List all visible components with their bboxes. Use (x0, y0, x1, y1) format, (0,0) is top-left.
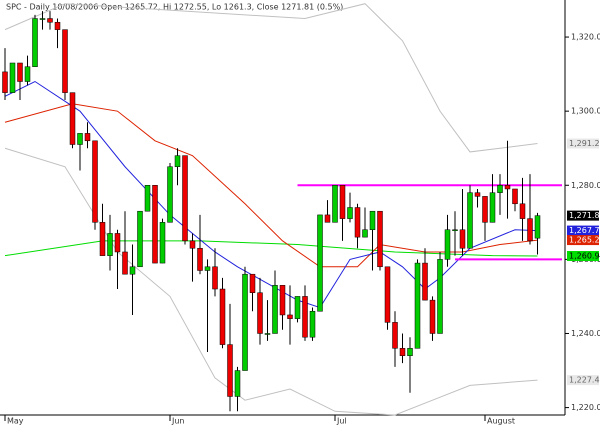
y-tick-label: 1,320.00 (571, 33, 600, 42)
candle-body (317, 214, 323, 312)
candle-body (452, 229, 458, 231)
price-label-box (567, 375, 599, 386)
candle-body (279, 285, 286, 316)
price-label: 1,271.81 (569, 211, 600, 220)
candle-body (17, 62, 23, 82)
y-tick-label: 1,220.00 (571, 403, 600, 412)
candle-body (114, 233, 121, 253)
candle-body (122, 251, 128, 275)
y-tick-label: 1,300.00 (571, 107, 600, 116)
candle-body (377, 210, 383, 268)
candle-body (414, 262, 421, 349)
y-tick-label: 1,280.00 (571, 181, 600, 190)
candle-body (264, 333, 271, 335)
candle-body (369, 210, 376, 230)
candle-body (107, 233, 113, 256)
candle-body (219, 288, 226, 345)
indicator-line (4, 3, 538, 153)
candle-body (129, 266, 136, 275)
candle-body (32, 18, 38, 67)
x-tick-label: Jul (336, 417, 347, 426)
candle-body (444, 229, 451, 260)
x-tick-label: May (7, 417, 24, 426)
candle-body (212, 266, 218, 290)
candle-body (84, 133, 91, 142)
candle-body (39, 18, 46, 20)
candle-body (92, 140, 98, 223)
y-tick-label: 1,240.00 (571, 329, 600, 338)
candle-body (189, 240, 196, 249)
price-label-box (567, 251, 599, 262)
candle-body (354, 207, 361, 238)
candle-body (384, 266, 391, 323)
candle-body (497, 185, 503, 193)
candle-body (527, 218, 533, 242)
candle-body (302, 296, 308, 338)
price-label: 1,227.42 (569, 376, 600, 385)
chart-title: SPC - Daily 10/08/2006 Open 1265.72, Hi … (6, 3, 343, 12)
candle-body (332, 185, 338, 223)
candle-body (47, 18, 53, 23)
candle-body (174, 155, 181, 167)
candle-body (489, 192, 496, 223)
candle-body (227, 344, 233, 397)
candle-body (144, 185, 151, 212)
candle-body (512, 188, 518, 205)
candle-body (62, 29, 68, 93)
candle-body (429, 299, 436, 334)
candle-body (504, 185, 511, 190)
candle-body (234, 370, 241, 397)
candle-body (459, 229, 466, 249)
candle-body (24, 66, 31, 82)
candle-body (249, 273, 256, 293)
candle-body (159, 222, 166, 264)
price-label-box (567, 235, 599, 246)
candle-body (482, 196, 488, 223)
candle-body (362, 229, 368, 238)
candle-body (474, 192, 481, 197)
candle-body (204, 266, 211, 271)
candle-body (77, 133, 83, 145)
candle-body (392, 322, 398, 349)
candle-body (534, 215, 541, 239)
candle-body (294, 296, 301, 319)
price-label: 1,291.27 (569, 139, 600, 148)
price-label-box (567, 225, 599, 236)
candle-body (9, 62, 16, 93)
candle-body (182, 155, 188, 242)
candle-body (324, 214, 331, 223)
candle-body (2, 71, 8, 93)
candle-body (167, 166, 173, 223)
candle-body (242, 273, 248, 371)
candle-body (467, 192, 473, 249)
candle-body (197, 248, 203, 271)
candle-body (257, 292, 263, 334)
candle-body (152, 185, 158, 264)
indicator-line (4, 103, 538, 268)
candle-body (339, 185, 346, 219)
price-label: 1,265.21 (569, 236, 600, 245)
candle-body (309, 311, 316, 338)
candle-body (287, 314, 293, 319)
candle-body (422, 262, 428, 301)
price-label-box (567, 210, 599, 221)
candle-body (437, 259, 443, 334)
candle-body (407, 348, 413, 356)
price-label: 1,267.77 (569, 226, 600, 235)
x-tick-label: August (487, 417, 515, 426)
x-tick-label: Jun (171, 417, 185, 426)
candle-body (54, 21, 61, 30)
candle-body (399, 348, 406, 356)
candle-body (69, 92, 76, 145)
candle-body (137, 210, 143, 268)
price-label-box (567, 138, 599, 149)
price-label: 1,260.91 (569, 252, 600, 261)
candle-body (272, 285, 278, 334)
candle-body (519, 203, 526, 219)
candle-body (347, 207, 353, 219)
candle-body (99, 222, 106, 256)
